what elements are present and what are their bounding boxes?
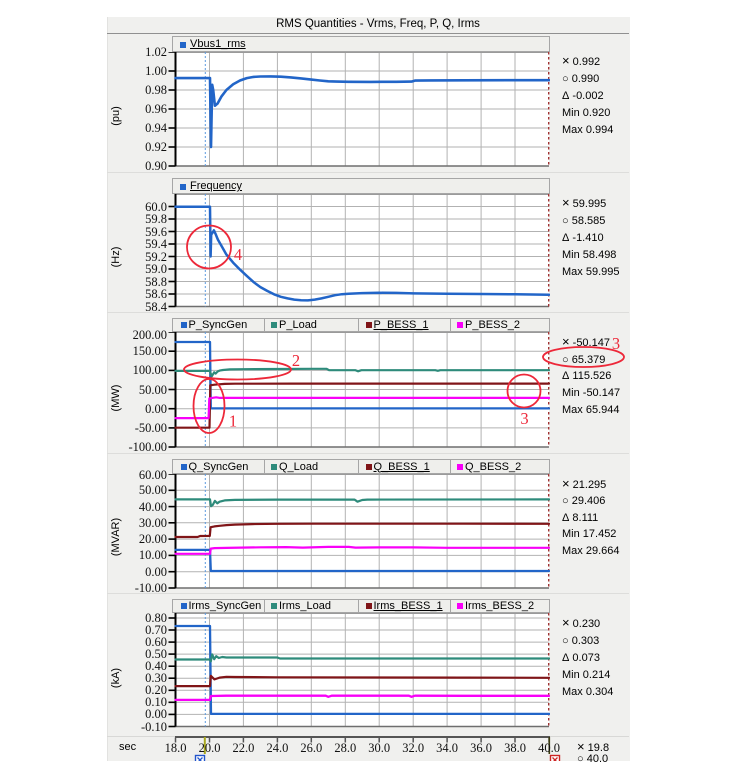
svg-text:2: 2 [292,351,300,370]
svg-text:1: 1 [229,412,237,431]
svg-text:3: 3 [520,409,528,428]
svg-text:4: 4 [234,245,242,264]
svg-text:3: 3 [612,334,620,353]
